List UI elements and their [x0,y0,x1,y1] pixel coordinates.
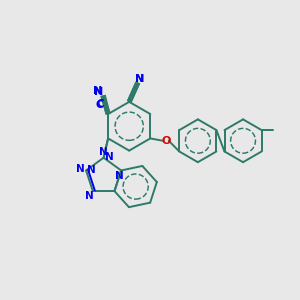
Text: N: N [105,152,113,162]
Text: N: N [135,74,144,84]
Text: N: N [93,86,103,96]
Text: N: N [76,164,85,174]
Text: N: N [99,147,108,157]
Text: N: N [94,87,103,97]
Text: C: C [97,99,104,109]
Text: N: N [115,170,124,181]
Text: C: C [96,100,104,110]
Text: N: N [135,74,144,84]
Text: N: N [87,166,95,176]
Text: O: O [161,136,170,146]
Text: N: N [85,191,94,201]
